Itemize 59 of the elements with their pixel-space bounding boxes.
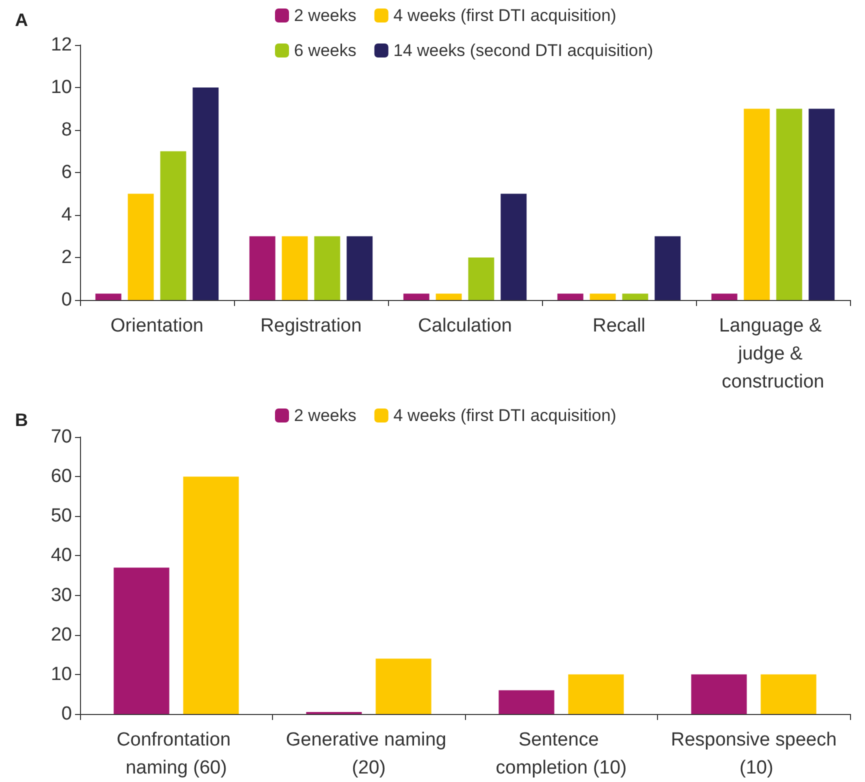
bar (128, 194, 154, 300)
y-tick-label: 2 (61, 247, 72, 268)
x-tick-label: Calculation (418, 316, 512, 336)
y-tick-label: 8 (61, 120, 72, 140)
y-tick-label: 70 (50, 426, 72, 448)
x-tick-label: Responsive speech (10) (670, 730, 837, 778)
x-tick-label: Orientation (110, 316, 204, 336)
chart-title: A (15, 10, 28, 30)
legend-label: 4 weeks (first DTI acquisition) (393, 6, 616, 25)
bar (192, 88, 219, 300)
y-tick-label: 12 (50, 34, 72, 56)
bar (376, 658, 432, 714)
legend-label: 6 weeks (294, 41, 356, 60)
legend-label: 2 weeks (294, 6, 356, 25)
bar (590, 294, 616, 300)
bar (498, 690, 554, 714)
x-tick-label: Confrontation naming (60) (116, 730, 236, 778)
bar (500, 194, 527, 300)
x-tick-label: Registration (260, 316, 362, 336)
bar (568, 674, 624, 714)
bar (691, 674, 747, 714)
bar (282, 236, 308, 300)
bar (776, 108, 802, 300)
bar (468, 258, 494, 300)
legend-label: 14 weeks (second DTI acquisition) (393, 41, 654, 60)
bar (557, 294, 584, 300)
bar (744, 108, 770, 300)
x-tick-label: Generative naming (20) (286, 730, 452, 778)
bar (114, 568, 170, 714)
bar (95, 294, 122, 300)
bar (183, 476, 239, 714)
y-tick-label: 4 (61, 204, 72, 226)
legend-label: 4 weeks (first DTI acquisition) (393, 406, 616, 425)
x-tick-label: Sentence completion (10) (496, 730, 627, 778)
legend-label: 2 weeks (294, 406, 356, 425)
y-tick-label: 40 (50, 545, 72, 566)
y-tick-label: 10 (50, 77, 72, 98)
y-tick-label: 20 (50, 624, 72, 646)
bar (346, 236, 373, 300)
bar (160, 151, 186, 300)
bar (403, 294, 430, 300)
y-tick-label: 10 (50, 664, 72, 685)
bar (760, 674, 816, 714)
bar (654, 236, 681, 300)
y-tick-label: 60 (50, 466, 72, 488)
bar (711, 294, 738, 300)
x-tick-label: Language & judge & construction (719, 316, 827, 392)
y-tick-label: 0 (61, 290, 72, 310)
bar (249, 236, 276, 300)
chart-title: B (15, 410, 28, 430)
bar (808, 108, 835, 300)
bar (622, 294, 648, 300)
y-tick-label: 30 (50, 584, 72, 606)
x-tick-label: Recall (592, 316, 646, 336)
y-tick-label: 6 (61, 162, 72, 183)
bar (436, 294, 462, 300)
y-tick-label: 0 (61, 704, 72, 724)
bar (314, 236, 340, 300)
y-tick-label: 50 (50, 506, 72, 527)
